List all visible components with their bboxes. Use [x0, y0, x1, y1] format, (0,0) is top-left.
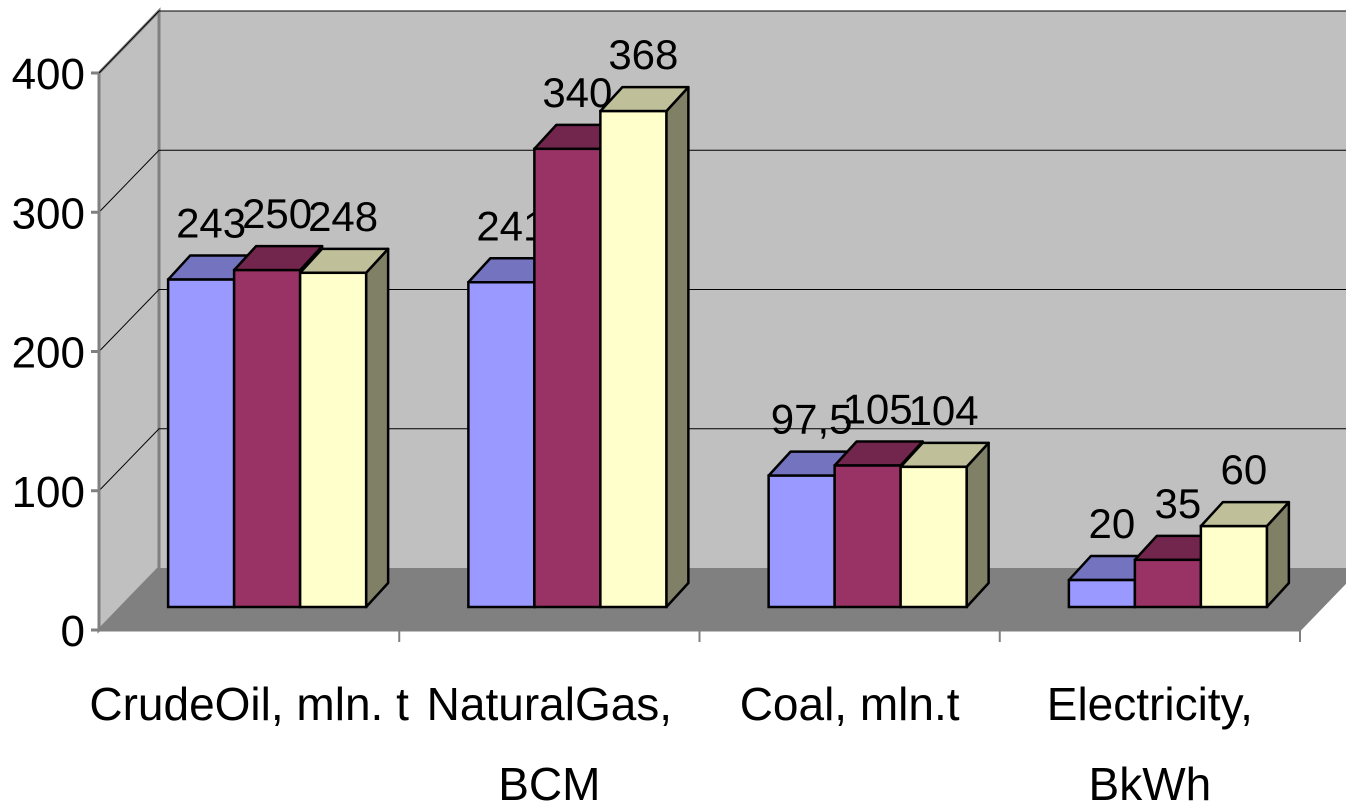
category-label: CrudeOil, mln. t: [89, 678, 409, 730]
data-label: 250: [242, 190, 312, 237]
data-label: 20: [1089, 500, 1136, 547]
bar: [298, 271, 368, 609]
y-tick-label: 300: [12, 189, 85, 238]
gridline: [98, 428, 1346, 492]
gridline: [98, 10, 1346, 74]
bar: [833, 464, 902, 609]
bar: [767, 474, 836, 609]
bar: [533, 147, 602, 609]
bar-side: [965, 441, 990, 609]
category-label: BCM: [498, 758, 600, 804]
bar: [1067, 578, 1137, 609]
data-label: 60: [1221, 446, 1268, 493]
bar: [232, 268, 302, 609]
bar: [166, 278, 236, 609]
gridline: [98, 149, 1346, 213]
category-label: Coal, mln.t: [740, 678, 960, 730]
data-label: 104: [909, 387, 979, 434]
category-label: Electricity,: [1047, 678, 1253, 730]
data-label: 105: [843, 386, 913, 433]
data-label: 35: [1155, 480, 1202, 527]
y-tick-label: 100: [12, 468, 85, 517]
bar: [599, 109, 668, 609]
data-label: 243: [176, 200, 246, 247]
category-label: NaturalGas,: [427, 678, 672, 730]
bar: [1199, 524, 1269, 609]
y-tick-label: 0: [61, 607, 85, 656]
y-tick-label: 200: [12, 329, 85, 378]
data-label: 248: [308, 193, 378, 240]
bar: [467, 281, 536, 609]
data-label: 340: [542, 69, 612, 116]
gridline: [98, 289, 1346, 352]
floor-edge: [1299, 581, 1346, 631]
floor: [99, 568, 1346, 630]
data-label: 368: [608, 31, 678, 78]
bar: [899, 465, 968, 609]
data-label: 97,5: [771, 396, 853, 443]
bar: [1133, 558, 1203, 609]
y-tick-label: 400: [12, 50, 85, 99]
bar-side: [364, 247, 390, 609]
bar-side: [665, 85, 690, 609]
category-label: BkWh: [1089, 758, 1212, 804]
